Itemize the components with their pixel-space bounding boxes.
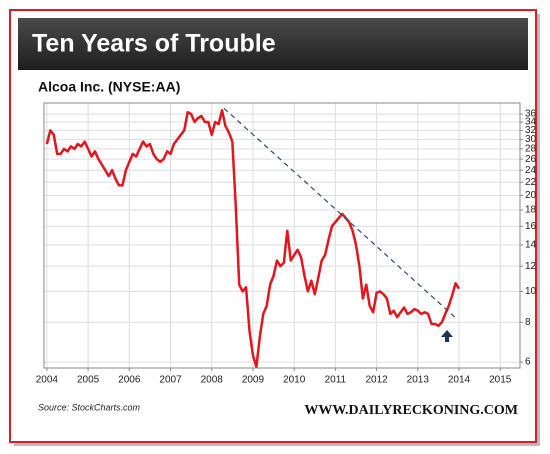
x-tick-label: 2005 [77, 375, 100, 386]
x-tick-label: 2004 [36, 375, 59, 386]
y-tick-label: 30 [525, 134, 537, 145]
x-tick-label: 2011 [325, 375, 347, 386]
x-tick-label: 2013 [407, 375, 430, 386]
y-tick-label: 26 [525, 154, 537, 165]
y-tick-label: 8 [525, 317, 531, 328]
header-bar [18, 18, 528, 70]
x-tick-label: 2006 [118, 375, 141, 386]
chart-title: Ten Years of Trouble [32, 30, 276, 58]
y-tick-label: 18 [525, 205, 537, 216]
plot-frame [43, 102, 521, 369]
y-tick-label: 6 [525, 357, 531, 368]
trend-line [223, 107, 456, 318]
y-tick-label: 32 [525, 125, 537, 136]
y-tick-label: 34 [525, 117, 537, 128]
x-tick-label: 2010 [283, 375, 306, 386]
x-tick-label: 2009 [242, 375, 265, 386]
y-tick-label: 12 [525, 261, 537, 272]
arrow-icon [441, 330, 453, 342]
y-tick-label: 36 [525, 109, 537, 120]
x-tick-label: 2014 [448, 375, 471, 386]
footer-credit: WWW.DAILYRECKONING.COM [304, 403, 518, 418]
x-tick-label: 2008 [201, 375, 224, 386]
y-tick-label: 28 [525, 144, 537, 155]
source-note: Source: StockCharts.com [38, 402, 141, 412]
y-tick-label: 14 [525, 239, 537, 250]
marks [45, 107, 461, 369]
y-tick-label: 20 [525, 190, 537, 201]
x-tick-label: 2012 [365, 375, 388, 386]
price-line [45, 109, 461, 369]
y-tick-label: 16 [525, 221, 537, 232]
y-tick-label: 22 [525, 177, 537, 188]
chart-subtitle: Alcoa Inc. (NYSE:AA) [38, 79, 180, 95]
y-tick-label: 24 [525, 165, 537, 176]
x-tick-label: 2007 [159, 375, 182, 386]
y-tick-label: 10 [525, 286, 537, 297]
x-tick-label: 2015 [489, 375, 512, 386]
